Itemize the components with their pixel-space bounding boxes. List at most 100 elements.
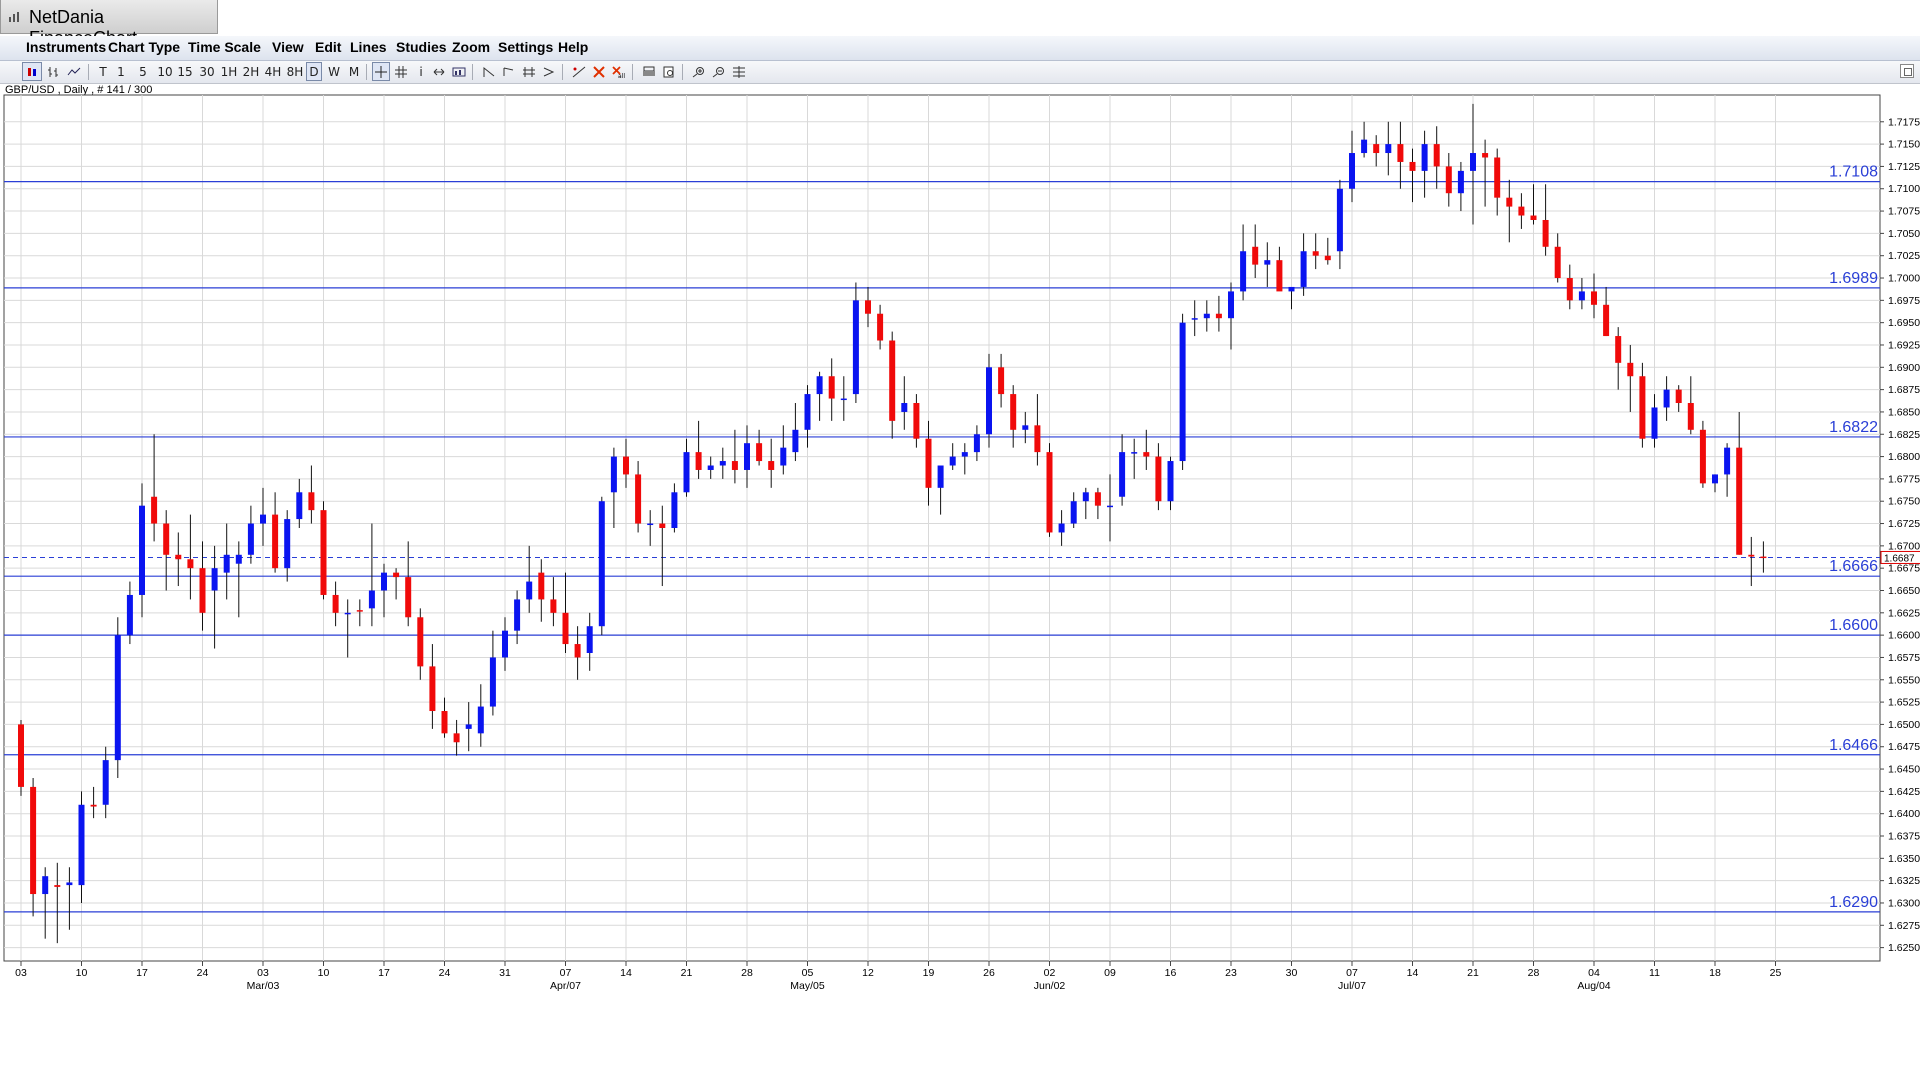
candle-body[interactable] — [1300, 251, 1307, 287]
candle-body[interactable] — [574, 644, 581, 658]
candle-body[interactable] — [320, 510, 327, 595]
candle-body[interactable] — [804, 394, 811, 430]
candle-body[interactable] — [623, 456, 629, 475]
candle-body[interactable] — [1603, 304, 1610, 337]
candle-body[interactable] — [1760, 556, 1767, 559]
candle-body[interactable] — [610, 456, 617, 493]
candle-body[interactable] — [356, 610, 363, 612]
candle-body[interactable] — [1264, 260, 1271, 265]
ray-tool-icon[interactable] — [500, 62, 518, 81]
ohlc-chart-icon[interactable] — [44, 62, 62, 81]
candle-body[interactable] — [1530, 215, 1537, 220]
timeframe-w[interactable]: W — [328, 64, 340, 79]
fit-chart-icon[interactable] — [730, 62, 748, 81]
candle-body[interactable] — [1107, 505, 1113, 508]
candle-body[interactable] — [502, 630, 508, 658]
candle-body[interactable] — [514, 599, 521, 631]
candle-body[interactable] — [744, 443, 750, 470]
candle-body[interactable] — [1288, 286, 1295, 292]
candle-body[interactable] — [526, 581, 533, 600]
candle-body[interactable] — [731, 461, 738, 470]
candle-body[interactable] — [90, 804, 97, 807]
candle-body[interactable] — [66, 882, 73, 886]
candle-body[interactable] — [1421, 144, 1428, 171]
candle-body[interactable] — [659, 523, 666, 528]
grid-icon[interactable] — [392, 62, 410, 81]
timeframe-5[interactable]: 5 — [139, 64, 147, 79]
candle-body[interactable] — [1252, 246, 1259, 265]
candle-body[interactable] — [986, 367, 992, 435]
candle-body[interactable] — [1131, 452, 1138, 454]
menu-lines[interactable]: Lines — [350, 39, 387, 55]
candle-body[interactable] — [1627, 362, 1634, 377]
candle-body[interactable] — [1554, 246, 1561, 279]
candle-body[interactable] — [1699, 429, 1706, 484]
candle-body[interactable] — [1409, 161, 1416, 171]
candle-body[interactable] — [1179, 322, 1186, 462]
candle-body[interactable] — [1687, 403, 1694, 430]
candle-body[interactable] — [308, 492, 315, 511]
candle-body[interactable] — [1724, 447, 1731, 475]
candle-body[interactable] — [272, 514, 279, 569]
candle-body[interactable] — [852, 300, 859, 395]
candle-body[interactable] — [635, 474, 642, 524]
candle-body[interactable] — [1215, 313, 1222, 319]
candle-body[interactable] — [1203, 313, 1210, 319]
candle-body[interactable] — [1736, 447, 1743, 555]
candle-body[interactable] — [235, 554, 242, 564]
candle-body[interactable] — [1143, 452, 1150, 457]
zoom-out-icon[interactable] — [710, 62, 728, 81]
candle-body[interactable] — [429, 666, 436, 712]
candle-body[interactable] — [1034, 425, 1041, 453]
candle-body[interactable] — [54, 885, 61, 887]
candle-body[interactable] — [1397, 144, 1404, 162]
candle-body[interactable] — [586, 626, 593, 653]
candle-body[interactable] — [683, 452, 690, 493]
candle-body[interactable] — [901, 403, 908, 412]
timeframe-m[interactable]: M — [348, 64, 360, 79]
candlestick-chart[interactable]: 1.6250 1.6275 1.6300 1.6325 1.6350 1.6375 1.64… — [0, 0, 1920, 1001]
candle-body[interactable] — [973, 434, 980, 453]
candle-body[interactable] — [1082, 492, 1089, 502]
candle-body[interactable] — [1094, 492, 1101, 506]
candle-body[interactable] — [756, 443, 763, 462]
window-restore-icon[interactable] — [1900, 64, 1914, 78]
candle-body[interactable] — [465, 724, 472, 729]
arrow-tool-icon[interactable] — [540, 62, 558, 81]
candle-body[interactable] — [1470, 153, 1476, 171]
candle-body[interactable] — [1578, 291, 1585, 301]
candle-body[interactable] — [344, 612, 351, 615]
channel-tool-icon[interactable] — [520, 62, 538, 81]
candle-body[interactable] — [1748, 554, 1755, 557]
candle-body[interactable] — [877, 313, 884, 341]
menu-zoom[interactable]: Zoom — [452, 39, 491, 55]
candle-body[interactable] — [489, 657, 496, 707]
timeframe-15[interactable]: 15 — [177, 64, 193, 79]
candle-body[interactable] — [1276, 260, 1283, 292]
candle-body[interactable] — [1494, 157, 1501, 198]
candle-body[interactable] — [163, 523, 170, 555]
menu-settings[interactable]: Settings — [498, 39, 554, 55]
candle-body[interactable] — [1373, 144, 1380, 154]
candle-body[interactable] — [332, 594, 339, 613]
print-preview-icon[interactable] — [660, 62, 678, 81]
candle-body[interactable] — [828, 376, 835, 399]
candle-body[interactable] — [126, 594, 133, 636]
candle-body[interactable] — [223, 554, 230, 573]
candle-body[interactable] — [961, 452, 968, 457]
candle-body[interactable] — [1349, 153, 1355, 189]
timeframe-4h[interactable]: 4H — [264, 64, 282, 79]
candle-body[interactable] — [381, 572, 387, 591]
candle-body[interactable] — [18, 724, 24, 787]
candle-body[interactable] — [1058, 523, 1065, 533]
candle-body[interactable] — [1228, 291, 1234, 319]
menu-view[interactable]: View — [272, 39, 304, 55]
candle-body[interactable] — [211, 568, 218, 591]
candle-body[interactable] — [30, 786, 37, 895]
candle-body[interactable] — [42, 876, 49, 895]
timeframe-t[interactable]: T — [99, 64, 107, 79]
candle-body[interactable] — [1155, 456, 1162, 502]
timeframe-10[interactable]: 10 — [157, 64, 173, 79]
candle-body[interactable] — [1542, 219, 1549, 247]
candle-body[interactable] — [695, 452, 702, 470]
